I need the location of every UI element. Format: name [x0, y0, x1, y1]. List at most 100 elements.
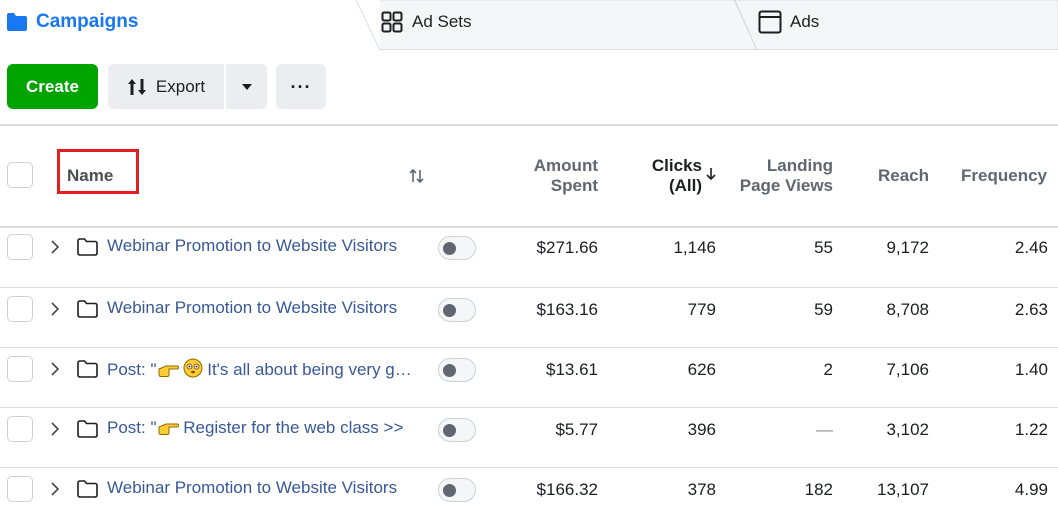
clicks-cell: 396	[687, 420, 716, 439]
folder-outline-icon	[77, 480, 98, 498]
row-checkbox[interactable]	[7, 234, 33, 260]
post-prefix: Post: "	[107, 360, 157, 379]
row-checkbox[interactable]	[7, 416, 33, 442]
column-header-name[interactable]: Name	[67, 166, 114, 185]
row-checkbox[interactable]	[7, 356, 33, 382]
more-options-label: ···	[290, 76, 312, 97]
tab-divider	[380, 49, 1058, 50]
campaign-toggle[interactable]	[438, 358, 476, 382]
post-text: It's all about being very good	[202, 360, 417, 379]
landing-page-views-cell: —	[816, 420, 833, 439]
export-dropdown-button[interactable]	[226, 64, 267, 109]
campaign-toggle[interactable]	[438, 418, 476, 442]
campaign-toggle[interactable]	[438, 478, 476, 502]
tab-ad-sets[interactable]: Ad Sets	[381, 0, 472, 44]
column-header-clicks-line1: Clicks	[651, 156, 702, 175]
sort-icon[interactable]	[409, 169, 424, 183]
tab-ads-label: Ads	[790, 12, 820, 31]
campaign-name-link[interactable]: Post: " Register for the web class >>	[107, 418, 417, 438]
amount-spent-cell: $13.61	[546, 360, 598, 379]
export-button[interactable]: Export	[108, 64, 224, 109]
reach-cell: 13,107	[877, 480, 929, 499]
campaign-name-link[interactable]: Webinar Promotion to Website Visitors	[107, 298, 398, 317]
tab-campaigns[interactable]: Campaigns	[6, 0, 138, 44]
create-button[interactable]: Create	[7, 64, 98, 109]
landing-page-views-cell: 59	[814, 300, 833, 319]
row-checkbox[interactable]	[7, 476, 33, 502]
column-header-landing-page-views[interactable]: Landing Page Views	[720, 156, 833, 196]
grid-icon	[381, 11, 403, 33]
header-divider	[0, 226, 1058, 228]
table-header: Name Amount Spent Clicks (All) Landing P…	[0, 126, 1058, 226]
chevron-right-icon[interactable]	[50, 422, 60, 436]
flushed-face-icon	[183, 358, 202, 378]
chevron-right-icon[interactable]	[50, 240, 60, 254]
column-header-amount-spent-line2: Spent	[550, 176, 598, 195]
folder-icon	[7, 13, 27, 31]
select-all-checkbox[interactable]	[7, 162, 33, 188]
row-divider	[0, 467, 1058, 468]
reach-cell: 3,102	[886, 420, 929, 439]
tab-campaigns-edge	[352, 0, 380, 50]
chevron-right-icon[interactable]	[50, 482, 60, 496]
table-row[interactable]: Webinar Promotion to Website Visitors $1…	[0, 470, 1058, 510]
tab-campaigns-shape	[0, 0, 380, 50]
chevron-right-icon[interactable]	[50, 302, 60, 316]
column-header-amount-spent[interactable]: Amount Spent	[500, 156, 598, 196]
export-arrows-icon	[127, 78, 146, 95]
create-button-label: Create	[26, 76, 79, 96]
tab-ads-shape	[735, 0, 1058, 50]
column-header-clicks-line2: (All)	[668, 176, 702, 195]
tab-ads[interactable]: Ads	[758, 0, 819, 44]
clicks-cell: 626	[687, 360, 716, 379]
table-row[interactable]: Webinar Promotion to Website Visitors $1…	[0, 290, 1058, 350]
table-row[interactable]: Post: " Register for the web class >> $5…	[0, 410, 1058, 470]
post-text: Register for the web class >>	[178, 418, 404, 437]
clicks-cell: 1,146	[673, 238, 716, 257]
column-header-reach[interactable]: Reach	[877, 166, 929, 185]
campaign-name-link[interactable]: Webinar Promotion to Website Visitors	[107, 478, 398, 497]
row-divider	[0, 287, 1058, 288]
table-row[interactable]: Webinar Promotion to Website Visitors $2…	[0, 228, 1058, 288]
column-header-clicks[interactable]: Clicks (All)	[612, 156, 702, 196]
frequency-cell: 2.63	[1014, 300, 1048, 319]
clicks-cell: 378	[687, 480, 716, 499]
tab-campaigns-label: Campaigns	[36, 11, 139, 32]
export-button-label: Export	[155, 76, 206, 96]
landing-page-views-cell: 2	[823, 360, 833, 379]
toolbar-divider	[0, 124, 1058, 126]
sort-descending-icon	[706, 168, 716, 181]
more-options-button[interactable]: ···	[276, 64, 326, 109]
folder-outline-icon	[77, 300, 98, 318]
post-prefix: Post: "	[107, 418, 157, 437]
amount-spent-cell: $163.16	[536, 300, 598, 319]
campaign-toggle[interactable]	[438, 236, 476, 260]
folder-outline-icon	[77, 420, 98, 438]
campaign-name-link[interactable]: Webinar Promotion to Website Visitors	[107, 236, 398, 255]
chevron-right-icon[interactable]	[50, 362, 60, 376]
landing-page-views-cell: 182	[804, 480, 833, 499]
folder-outline-icon	[77, 238, 98, 256]
caret-down-icon	[241, 83, 252, 90]
pointing-hand-icon	[158, 423, 179, 435]
frequency-cell: 2.46	[1014, 238, 1048, 257]
campaign-name-link[interactable]: Post: " It's all about being very good	[107, 358, 417, 380]
tab-bar: Campaigns Ad Sets Ads	[0, 0, 1058, 50]
amount-spent-cell: $5.77	[555, 420, 598, 439]
name-highlight-box	[57, 149, 139, 194]
column-header-landing-line1: Landing	[766, 156, 833, 175]
campaign-toggle[interactable]	[438, 298, 476, 322]
landing-page-views-cell: 55	[814, 238, 833, 257]
reach-cell: 8,708	[886, 300, 929, 319]
frequency-cell: 4.99	[1014, 480, 1048, 499]
window-icon	[758, 10, 782, 34]
amount-spent-cell: $271.66	[536, 238, 598, 257]
tab-ad-sets-label: Ad Sets	[412, 12, 472, 31]
column-header-landing-line2: Page Views	[739, 176, 833, 195]
pointing-hand-icon	[158, 365, 179, 377]
frequency-cell: 1.22	[1014, 420, 1048, 439]
row-checkbox[interactable]	[7, 296, 33, 322]
frequency-cell: 1.40	[1014, 360, 1048, 379]
table-row[interactable]: Post: " It's all about being very good $…	[0, 350, 1058, 410]
column-header-frequency[interactable]: Frequency	[961, 166, 1047, 185]
